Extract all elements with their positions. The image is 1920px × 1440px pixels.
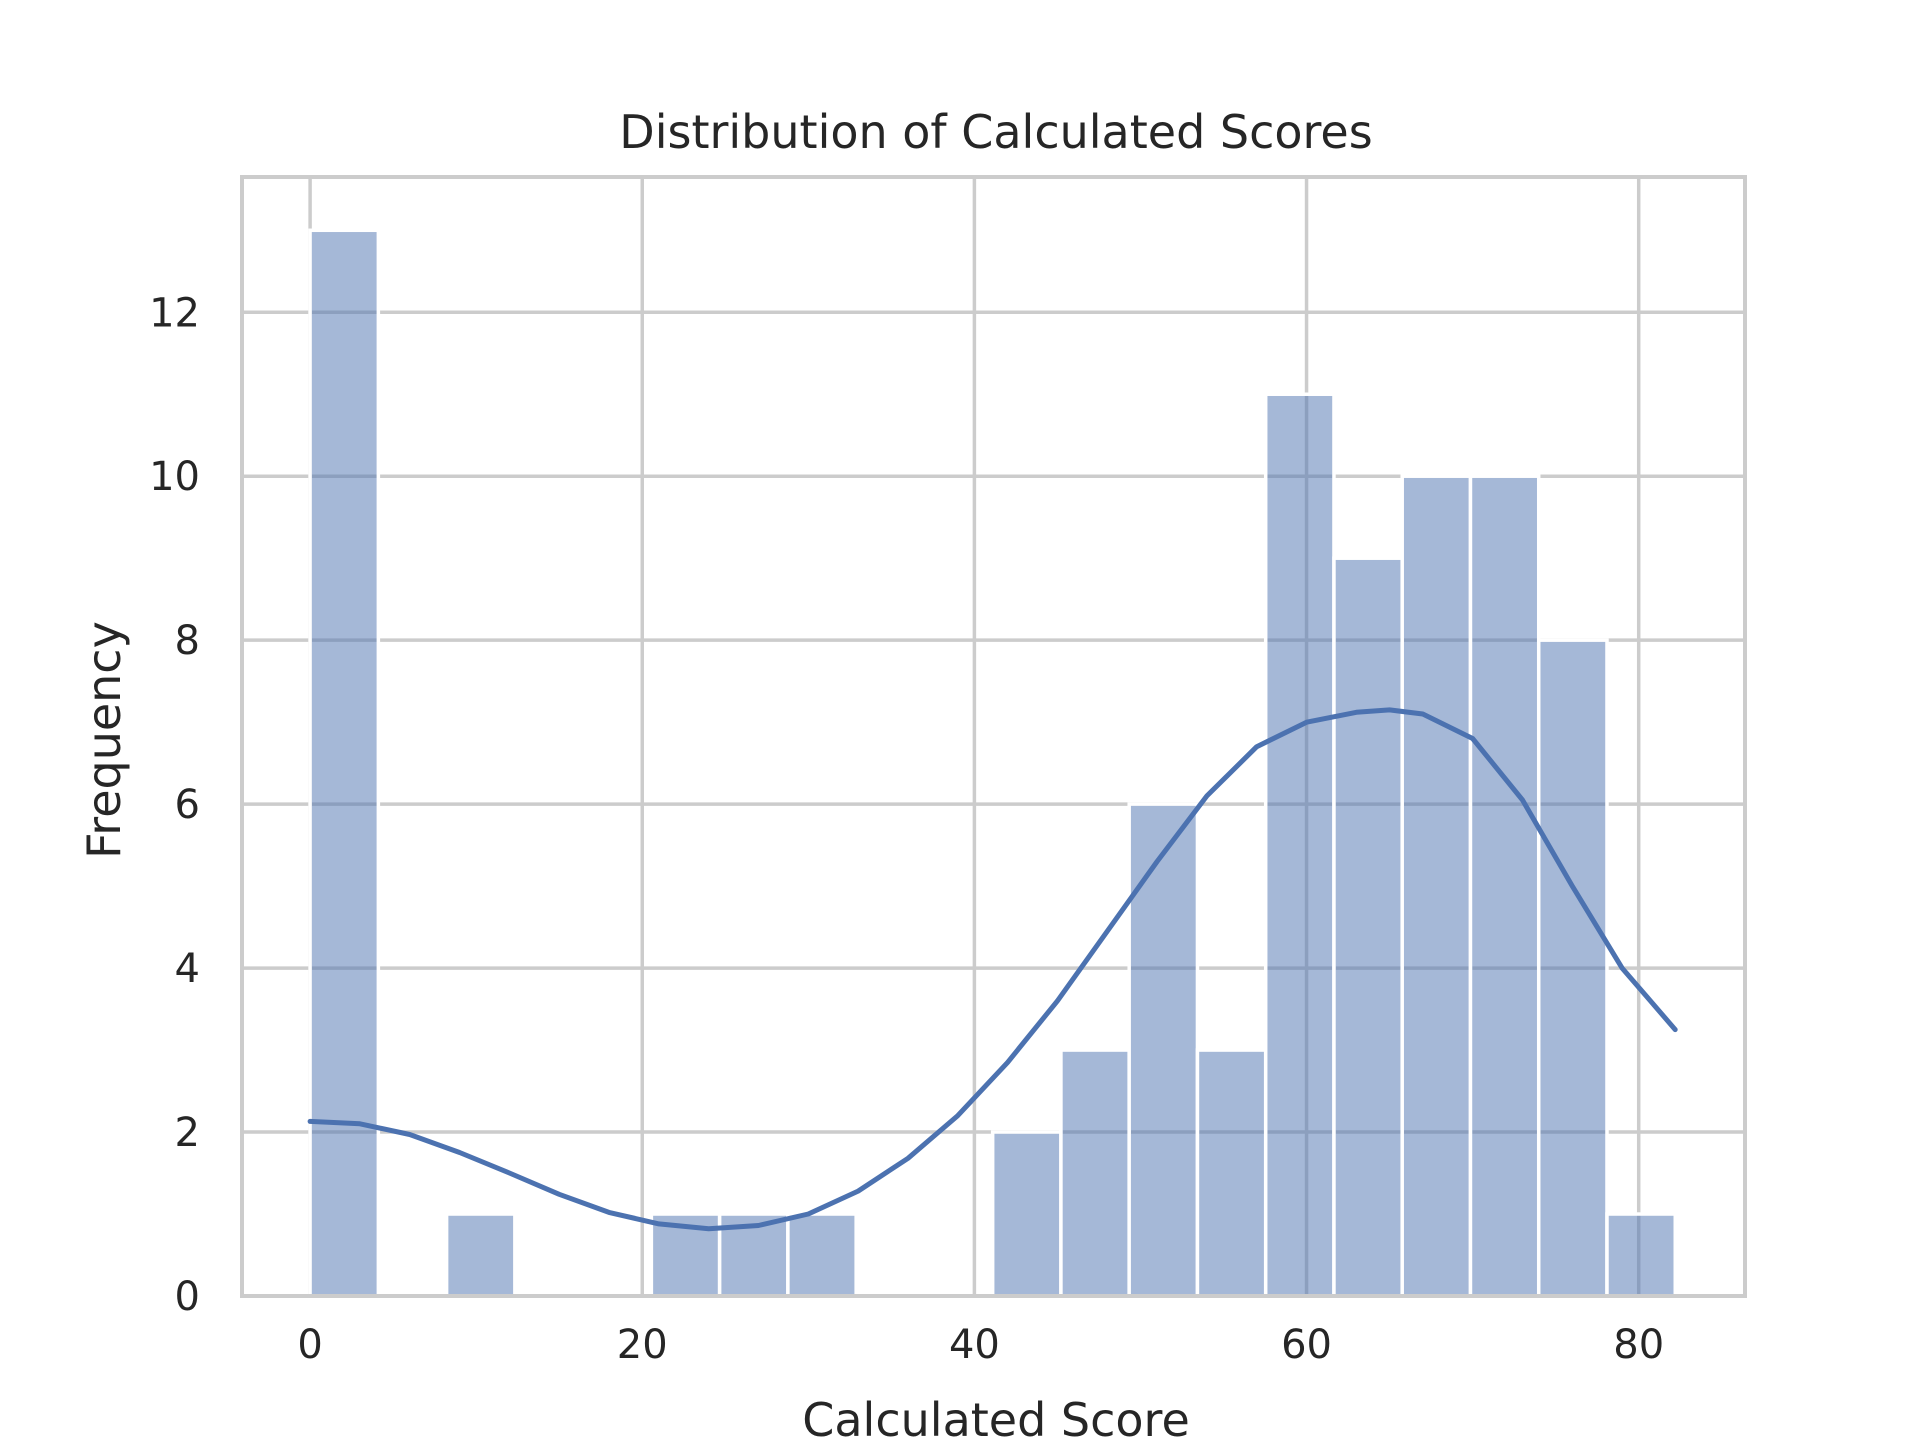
histogram-bar-10	[990, 1130, 1063, 1298]
chart-title: Distribution of Calculated Scores	[619, 105, 1372, 159]
x-tick-label-2: 40	[949, 1322, 1000, 1368]
y-tick-label-3: 6	[175, 782, 200, 828]
y-tick-label-0: 0	[175, 1274, 200, 1320]
x-tick-labels: 0 20 40 60 80	[297, 1322, 1664, 1368]
x-tick-label-0: 0	[297, 1322, 322, 1368]
x-tick-label-4: 80	[1613, 1322, 1664, 1368]
y-tick-label-2: 4	[175, 946, 200, 992]
bars	[308, 228, 1677, 1298]
y-tick-label-4: 8	[175, 618, 200, 664]
histogram-bar-19	[1605, 1212, 1677, 1298]
x-tick-label-3: 60	[1281, 1322, 1332, 1368]
y-tick-label-5: 10	[149, 454, 200, 500]
y-tick-label-1: 2	[175, 1110, 200, 1156]
histogram-bar-16	[1400, 474, 1473, 1298]
histogram-bar-7	[786, 1212, 858, 1298]
histogram-bar-12	[1127, 802, 1200, 1298]
plot-frame	[240, 175, 1747, 1298]
histogram-bar-17	[1468, 474, 1541, 1298]
y-tick-labels: 0 2 4 6 8 10 12	[149, 290, 200, 1320]
histogram-bar-14	[1263, 392, 1336, 1298]
histogram-bar-13	[1195, 1048, 1268, 1298]
y-tick-label-6: 12	[149, 290, 200, 336]
y-axis-label: Frequency	[77, 621, 131, 859]
x-axis-label: Calculated Score	[802, 1393, 1190, 1440]
histogram-bar-2	[444, 1212, 517, 1298]
x-tick-label-1: 20	[617, 1322, 668, 1368]
histogram-bar-15	[1332, 556, 1404, 1298]
kde-line	[307, 707, 1678, 1232]
histogram-bar-0	[308, 228, 381, 1298]
histogram-bar-11	[1059, 1048, 1131, 1298]
histogram-bar-18	[1536, 638, 1609, 1298]
